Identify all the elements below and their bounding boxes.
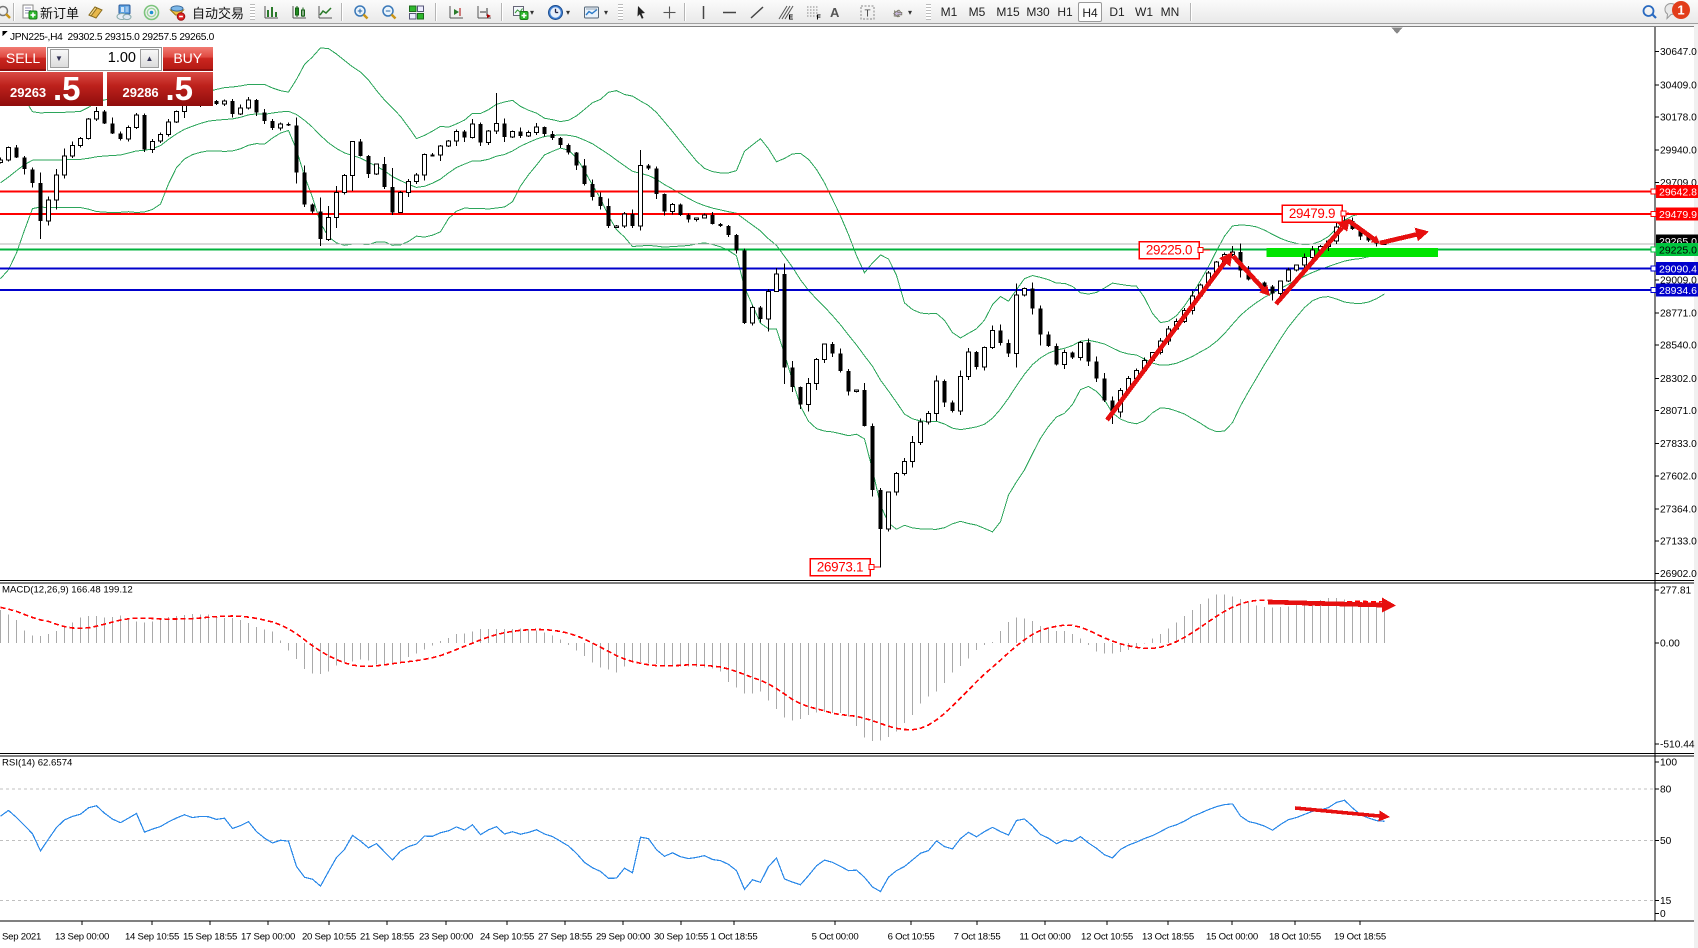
svg-text:28302.0: 28302.0 [1660,374,1697,385]
svg-text:MACD(12,26,9) 166.48 199.12: MACD(12,26,9) 166.48 199.12 [2,585,133,596]
svg-text:28071.0: 28071.0 [1660,406,1697,417]
svg-text:28771.0: 28771.0 [1660,308,1697,319]
svg-text:27364.0: 27364.0 [1660,504,1697,515]
svg-text:15 Sep 18:55: 15 Sep 18:55 [183,932,237,943]
svg-text:15 Oct 00:00: 15 Oct 00:00 [1206,932,1258,943]
svg-text:50: 50 [1660,836,1672,847]
svg-text:277.81: 277.81 [1660,586,1691,597]
svg-text:13 Oct 18:55: 13 Oct 18:55 [1142,932,1194,943]
svg-text:-510.44: -510.44 [1660,740,1695,751]
svg-text:30178.0: 30178.0 [1660,112,1697,123]
svg-text:29 Sep 00:00: 29 Sep 00:00 [596,932,650,943]
svg-text:80: 80 [1660,785,1672,796]
svg-text:1 Oct 18:55: 1 Oct 18:55 [711,932,758,943]
svg-text:28934.6: 28934.6 [1659,285,1697,297]
svg-text:5 Oct 00:00: 5 Oct 00:00 [812,932,859,943]
svg-text:29479.9: 29479.9 [1289,206,1335,221]
svg-text:+: + [357,6,362,16]
svg-text:29940.0: 29940.0 [1660,146,1697,157]
svg-text:18 Oct 10:55: 18 Oct 10:55 [1269,932,1321,943]
svg-text:24 Sep 10:55: 24 Sep 10:55 [480,932,534,943]
svg-text:29642.8: 29642.8 [1659,187,1697,199]
svg-text:RSI(14) 62.6574: RSI(14) 62.6574 [2,758,73,769]
svg-text:26973.1: 26973.1 [817,560,863,575]
svg-text:T: T [864,8,870,19]
svg-text:17 Sep 00:00: 17 Sep 00:00 [241,932,295,943]
svg-text:29090.4: 29090.4 [1659,263,1697,275]
svg-text:30 Sep 10:55: 30 Sep 10:55 [654,932,708,943]
svg-text:27833.0: 27833.0 [1660,439,1697,450]
svg-text:29225.0: 29225.0 [1659,245,1697,257]
svg-text:F: F [816,14,821,21]
svg-text:100: 100 [1660,758,1677,769]
svg-text:0.00: 0.00 [1660,639,1680,650]
svg-text:28540.0: 28540.0 [1660,341,1697,352]
svg-text:E: E [788,14,793,21]
svg-text:11 Oct 00:00: 11 Oct 00:00 [1019,932,1070,943]
svg-text:27 Sep 18:55: 27 Sep 18:55 [538,932,592,943]
svg-text:15: 15 [1660,896,1672,907]
svg-text:26902.0: 26902.0 [1660,569,1697,580]
svg-text:1: 1 [1677,3,1684,18]
svg-text:19 Oct 18:55: 19 Oct 18:55 [1334,932,1386,943]
svg-text:13 Sep 00:00: 13 Sep 00:00 [55,932,109,943]
svg-text:27602.0: 27602.0 [1660,471,1697,482]
svg-text:12 Oct 10:55: 12 Oct 10:55 [1081,932,1133,943]
svg-text:29009.0: 29009.0 [1660,275,1697,286]
svg-text:29709.0: 29709.0 [1660,178,1697,189]
svg-text:7 Oct 18:55: 7 Oct 18:55 [954,932,1001,943]
svg-text:23 Sep 00:00: 23 Sep 00:00 [419,932,473,943]
svg-text:6 Oct 10:55: 6 Oct 10:55 [888,932,935,943]
svg-text:21 Sep 18:55: 21 Sep 18:55 [360,932,414,943]
svg-text:14 Sep 10:55: 14 Sep 10:55 [125,932,179,943]
svg-text:−: − [385,6,390,16]
svg-text:30647.0: 30647.0 [1660,47,1697,58]
svg-text:29479.9: 29479.9 [1659,209,1697,221]
svg-text:29225.0: 29225.0 [1146,243,1192,258]
svg-text:20 Sep 10:55: 20 Sep 10:55 [302,932,356,943]
svg-text:0: 0 [1660,909,1666,920]
svg-text:27133.0: 27133.0 [1660,537,1697,548]
svg-text:Sep 2021: Sep 2021 [2,932,41,943]
svg-text:30409.0: 30409.0 [1660,80,1697,91]
svg-text:JPN225-,H4 29302.5 29315.0 29: JPN225-,H4 29302.5 29315.0 29257.5 29265… [10,32,215,43]
